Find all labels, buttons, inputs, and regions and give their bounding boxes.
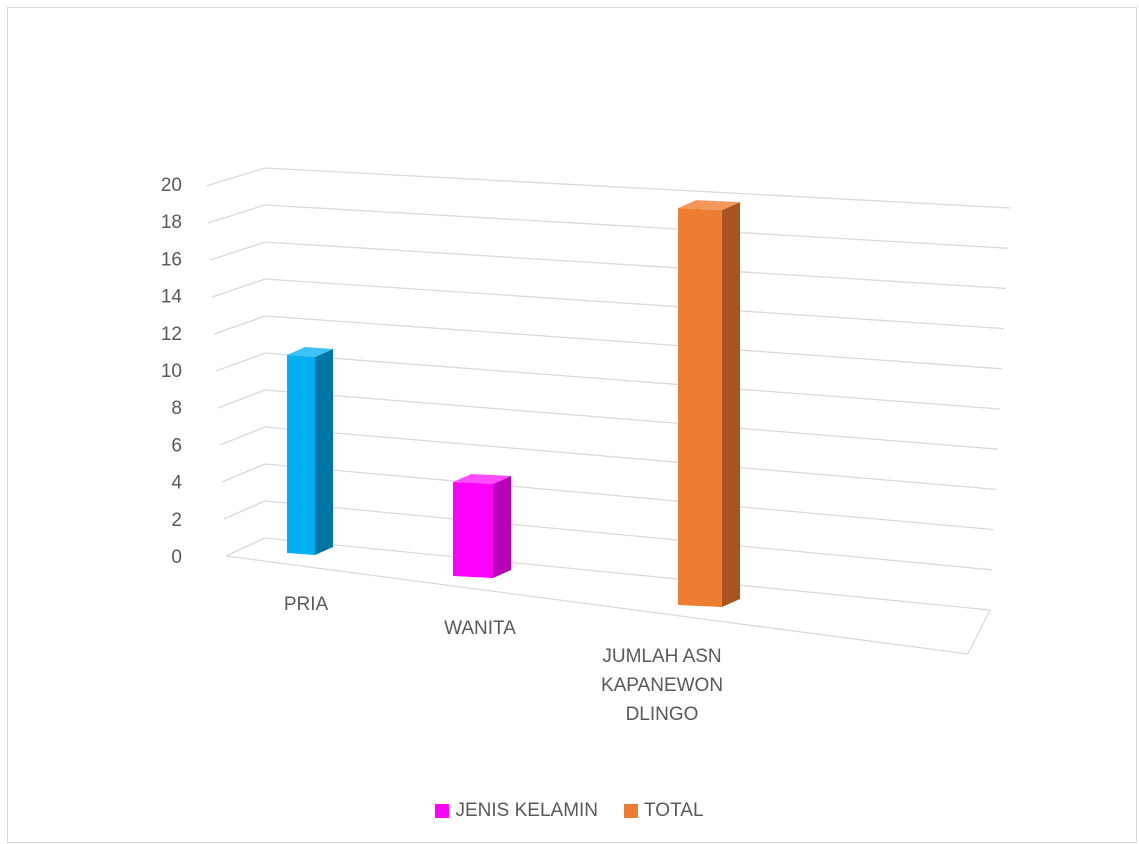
gridline-back-0 xyxy=(264,537,991,611)
y-tick-label-4: 4 xyxy=(171,473,182,494)
gridline-back-2 xyxy=(264,463,995,531)
y-tick-label-6: 6 xyxy=(171,435,182,456)
legend-label-jenis-kelamin: JENIS KELAMIN xyxy=(455,800,599,821)
bars xyxy=(287,200,740,607)
bar-side-1 xyxy=(493,476,511,578)
gridline-side-5 xyxy=(215,352,266,372)
x-category-label-1-line-0: WANITA xyxy=(444,618,516,639)
gridline-back-8 xyxy=(264,241,1007,290)
legend: JENIS KELAMIN TOTAL xyxy=(0,800,1139,822)
bar-front-0 xyxy=(287,355,315,555)
gridline-side-1 xyxy=(223,500,266,520)
gridline-side-7 xyxy=(211,278,266,298)
x-category-label-0-line-0: PRIA xyxy=(284,594,329,615)
bar-top-0 xyxy=(287,347,333,357)
x-category-label-2-line-1: KAPANEWON xyxy=(601,675,723,696)
x-category-label-2-line-2: DLINGO xyxy=(626,704,699,725)
y-tick-label-8: 8 xyxy=(171,398,182,419)
bar-top-2 xyxy=(678,200,740,211)
y-tick-label-16: 16 xyxy=(161,249,182,270)
gridline-back-10 xyxy=(264,167,1011,209)
y-axis-tick-labels: 0 2 4 6 8 10 12 14 16 18 20 xyxy=(161,175,183,568)
floor-front-edge xyxy=(225,555,969,655)
x-axis-category-labels: PRIA WANITA JUMLAH ASN KAPANEWON DLINGO xyxy=(284,594,723,725)
legend-swatch-total xyxy=(624,804,639,818)
y-tick-label-0: 0 xyxy=(171,547,182,568)
legend-label-total: TOTAL xyxy=(644,800,704,821)
bar-side-2 xyxy=(722,202,740,607)
bar-front-2 xyxy=(678,208,722,607)
legend-item-jenis-kelamin: JENIS KELAMIN xyxy=(435,800,598,822)
gridline-back-1 xyxy=(264,500,993,571)
bar-pria xyxy=(287,347,333,555)
y-tick-label-2: 2 xyxy=(171,510,182,531)
gridline-side-10 xyxy=(205,167,266,187)
bar-wanita xyxy=(453,474,511,578)
gridlines xyxy=(205,167,1011,655)
gridline-back-7 xyxy=(264,278,1005,330)
legend-swatch-jenis-kelamin xyxy=(435,804,450,818)
chart-frame xyxy=(7,7,1137,843)
gridline-side-6 xyxy=(213,315,266,335)
gridline-side-0 xyxy=(225,537,266,557)
bar-side-0 xyxy=(315,349,333,555)
gridline-side-3 xyxy=(219,426,266,446)
gridline-back-4 xyxy=(264,389,999,450)
floor-right-edge xyxy=(967,609,991,655)
y-tick-label-20: 20 xyxy=(161,175,182,196)
bar-jumlah-asn-kapanewon-dlingo xyxy=(678,200,740,607)
y-tick-label-12: 12 xyxy=(161,324,182,345)
gridline-side-8 xyxy=(209,241,266,261)
y-tick-label-10: 10 xyxy=(161,361,182,382)
y-tick-label-14: 14 xyxy=(161,287,183,308)
gridline-back-5 xyxy=(264,352,1001,410)
gridline-back-6 xyxy=(264,315,1003,370)
x-category-label-2-line-0: JUMLAH ASN xyxy=(602,646,721,667)
gridline-back-9 xyxy=(264,204,1009,249)
gridline-side-4 xyxy=(217,389,266,409)
legend-item-total: TOTAL xyxy=(624,800,704,822)
gridline-side-9 xyxy=(207,204,266,224)
bar-front-1 xyxy=(453,482,493,578)
gridline-side-2 xyxy=(221,463,266,483)
gridline-back-3 xyxy=(264,426,997,491)
bar-top-1 xyxy=(453,474,511,484)
y-tick-label-18: 18 xyxy=(161,212,182,233)
